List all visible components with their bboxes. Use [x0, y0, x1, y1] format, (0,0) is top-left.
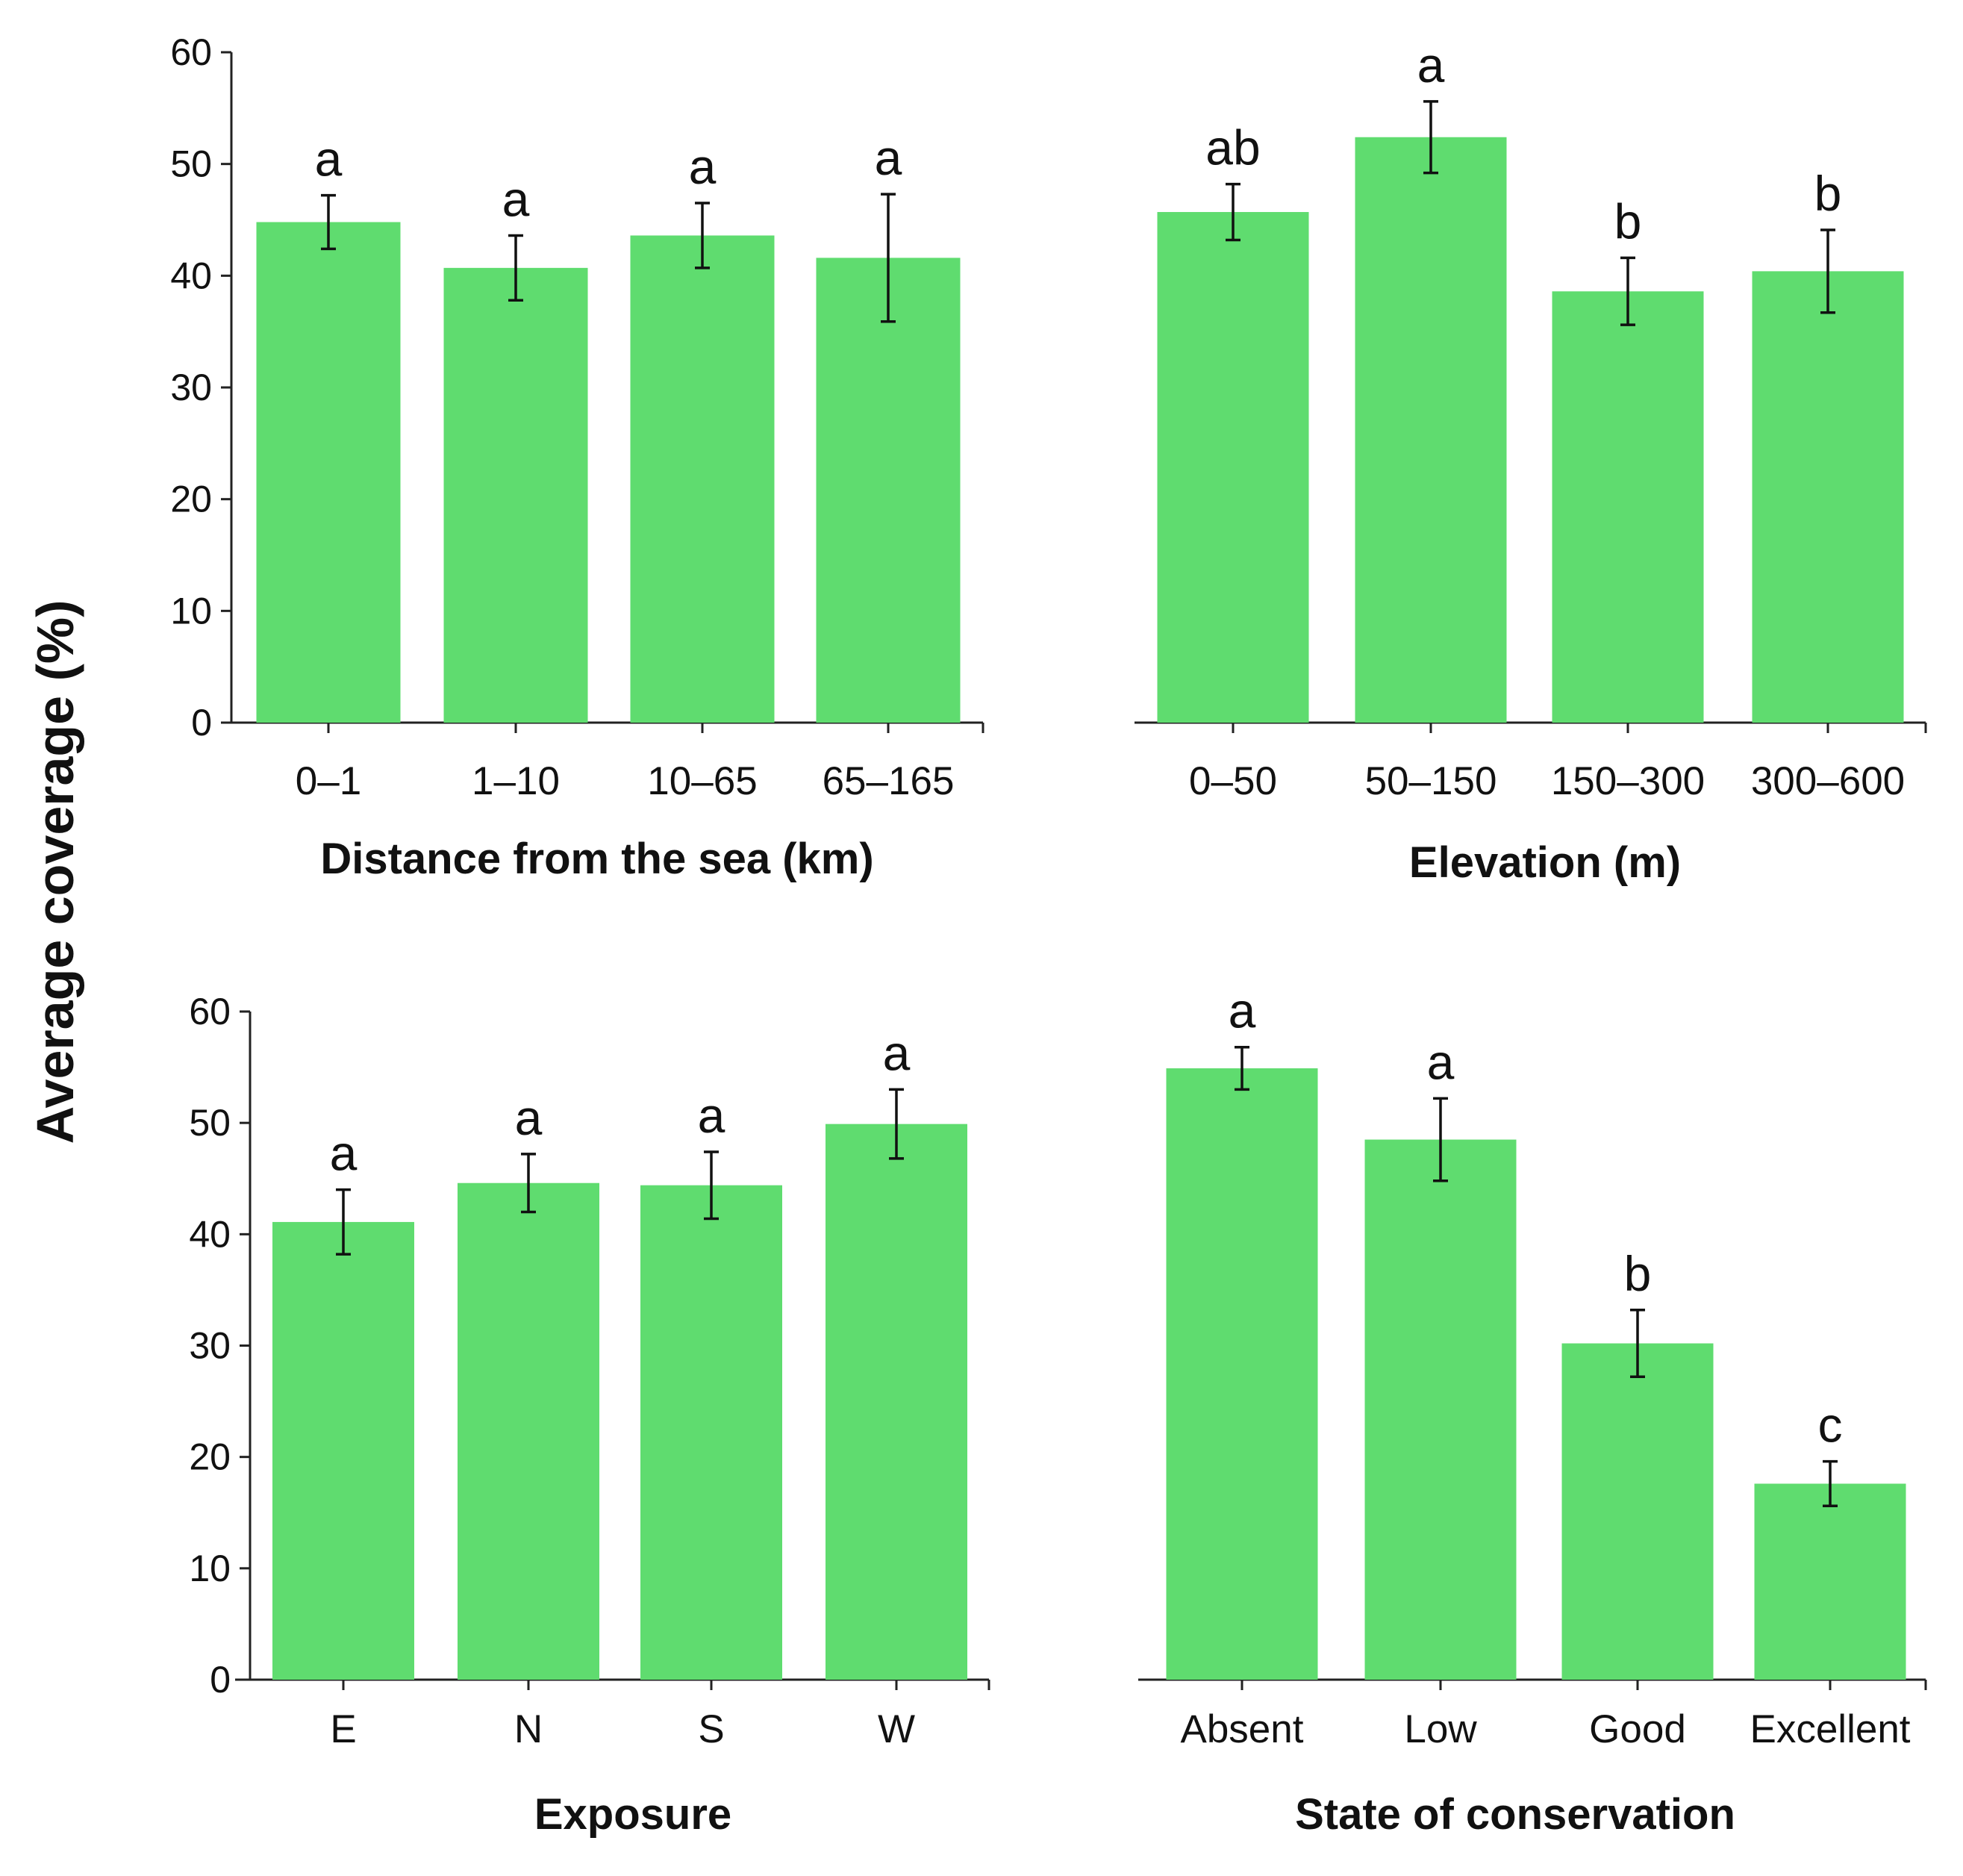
- y-tick-label: 40: [170, 255, 212, 296]
- y-tick-label: 20: [170, 479, 212, 520]
- y-tick-label: 20: [189, 1436, 231, 1478]
- x-tick-label: 150–300: [1551, 759, 1705, 803]
- x-axis-title: Distance from the sea (km): [320, 835, 873, 883]
- bar-3: [630, 235, 775, 723]
- x-axis-title: Elevation (m): [1409, 838, 1681, 887]
- y-tick-label: 60: [170, 31, 212, 73]
- bar-1: [256, 222, 401, 723]
- bar-4: [1752, 271, 1904, 723]
- bar-3: [1561, 1343, 1714, 1680]
- bar-1: [272, 1221, 414, 1680]
- x-tick-label: 300–600: [1751, 759, 1905, 803]
- significance-letter: a: [502, 171, 530, 226]
- x-tick-label: N: [514, 1707, 543, 1751]
- y-tick-label: 50: [170, 143, 212, 185]
- bar-4: [1754, 1483, 1906, 1680]
- chart-panel-1: 0 10 20 30 40 50 60 a 0–1 a 1–10 a 10–65 a 65–165 Dista…: [170, 31, 984, 883]
- y-tick-label: 60: [189, 991, 231, 1032]
- chart-panel-3: 0 10 20 30 40 50 60 a Ea Na Sa W Exposure: [189, 991, 990, 1839]
- x-tick-label: S: [698, 1707, 724, 1751]
- significance-letter: a: [315, 131, 343, 187]
- bar-2: [458, 1182, 599, 1680]
- bar-4: [816, 258, 961, 723]
- chart-panel-4: a Absent a Low b Good c Excellent State of conse…: [1138, 983, 1927, 1839]
- x-tick-label: 0–50: [1189, 759, 1277, 803]
- y-tick-label: 10: [170, 590, 212, 632]
- x-tick-label: Absent: [1180, 1707, 1303, 1751]
- chart-panel-2: ab 0–50 a 50–150 b 150–300 b 300–600 Elevation (…: [1135, 37, 1927, 887]
- x-axis-title: Exposure: [534, 1790, 731, 1839]
- x-tick-label: 0–1: [296, 759, 361, 803]
- significance-letter: a: [689, 139, 717, 194]
- bar-3: [640, 1185, 782, 1680]
- significance-letter: a: [875, 130, 902, 185]
- y-tick-label: 50: [189, 1102, 231, 1144]
- significance-letter: b: [1624, 1246, 1652, 1301]
- x-tick-label: 1–10: [472, 759, 560, 803]
- significance-letter: ab: [1205, 120, 1260, 175]
- y-tick-label: 0: [191, 702, 212, 744]
- y-axis-title: Average coverage (%): [26, 600, 84, 1144]
- y-tick-label: 10: [189, 1548, 231, 1589]
- bar-1: [1166, 1068, 1318, 1680]
- significance-letter: c: [1818, 1397, 1843, 1453]
- x-tick-label: 65–165: [823, 759, 955, 803]
- y-tick-label: 40: [189, 1213, 231, 1255]
- significance-letter: a: [1417, 37, 1445, 93]
- significance-letter: b: [1814, 166, 1842, 221]
- x-tick-label: E: [330, 1707, 356, 1751]
- x-tick-label: 50–150: [1365, 759, 1497, 803]
- significance-letter: a: [698, 1088, 725, 1143]
- significance-letter: a: [330, 1126, 358, 1181]
- bar-2: [1355, 137, 1507, 723]
- x-axis-title: State of conservation: [1295, 1790, 1735, 1839]
- bar-2: [443, 267, 588, 723]
- x-tick-label: Excellent: [1750, 1707, 1910, 1751]
- y-tick-label: 30: [170, 367, 212, 408]
- significance-letter: a: [883, 1025, 911, 1080]
- bar-3: [1552, 291, 1704, 723]
- x-tick-label: W: [878, 1707, 915, 1751]
- significance-letter: a: [515, 1090, 543, 1145]
- x-tick-label: Low: [1404, 1707, 1477, 1751]
- y-tick-label: 30: [189, 1325, 231, 1367]
- bar-1: [1157, 212, 1309, 723]
- y-tick-label: 0: [210, 1659, 231, 1701]
- x-tick-label: Good: [1589, 1707, 1686, 1751]
- significance-letter: b: [1614, 193, 1642, 249]
- bar-4: [826, 1124, 967, 1680]
- x-tick-label: 10–65: [647, 759, 757, 803]
- significance-letter: a: [1427, 1034, 1455, 1089]
- bar-2: [1364, 1139, 1517, 1680]
- significance-letter: a: [1229, 983, 1256, 1038]
